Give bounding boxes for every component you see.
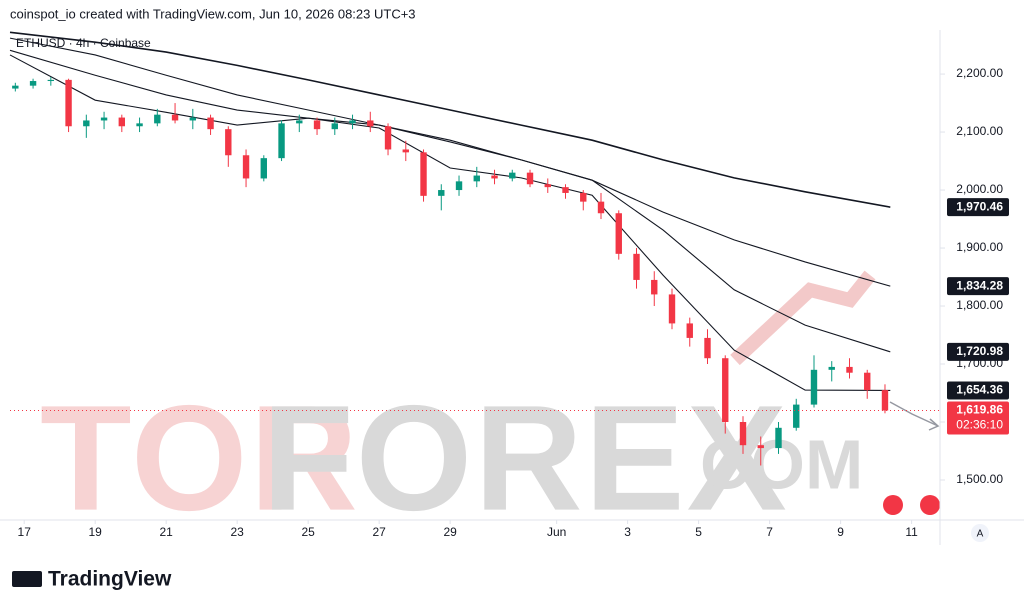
price-badge <box>947 401 1009 435</box>
candle-body <box>704 337 711 359</box>
candle-body <box>739 422 747 446</box>
candle-body <box>881 390 889 411</box>
x-tick-label: 3 <box>624 525 631 539</box>
candle-body <box>509 172 516 179</box>
candle-body <box>313 120 321 130</box>
candle-body <box>296 120 303 124</box>
price-badge <box>947 342 1009 361</box>
candle-body <box>260 158 267 179</box>
candle-body <box>420 152 427 196</box>
candle-body <box>810 369 818 405</box>
candle-body <box>171 114 179 121</box>
candle-body <box>438 190 445 196</box>
candle-body <box>118 117 126 127</box>
price-badge-label: 1,619.86 <box>956 403 1003 417</box>
candle-body <box>686 323 693 338</box>
x-tick-label: 11 <box>905 525 918 539</box>
candle-body <box>722 358 729 422</box>
candle-body <box>633 253 640 280</box>
candle-body <box>331 123 338 130</box>
x-tick-label: 23 <box>230 525 244 539</box>
candle-body <box>597 201 605 214</box>
candle-body <box>12 85 19 89</box>
candle-body <box>651 279 658 295</box>
candle-body <box>83 120 90 127</box>
candle-body <box>864 372 871 391</box>
candle-body <box>526 172 534 185</box>
candle-body <box>189 117 196 121</box>
x-tick-label: 29 <box>443 525 457 539</box>
x-tick-label: 9 <box>837 525 844 539</box>
candle-body <box>384 126 392 150</box>
price-badge-label: 1,654.36 <box>956 383 1003 397</box>
candle-body <box>402 149 409 153</box>
projection-arrow-head <box>928 418 940 431</box>
watermark-left: TOR <box>40 374 360 542</box>
candle-body <box>668 294 676 324</box>
candle-body <box>65 79 72 127</box>
candle-body <box>225 129 232 156</box>
x-tick-label: 7 <box>766 525 773 539</box>
event-icon[interactable] <box>920 495 940 515</box>
candle-body <box>775 427 782 449</box>
x-tick-label: 19 <box>89 525 103 539</box>
candle-body <box>100 117 108 121</box>
price-badge <box>947 381 1009 400</box>
candle-body <box>136 123 143 127</box>
candle-body <box>793 404 800 428</box>
candle-body <box>278 123 285 159</box>
candle-body <box>828 366 835 370</box>
logo-text: TradingView <box>48 568 172 591</box>
candle-body <box>757 445 764 449</box>
candle-body <box>367 120 374 127</box>
y-tick-label: 1,800.00 <box>956 298 1003 312</box>
credit-line: coinspot_io created with TradingView.com… <box>10 6 416 21</box>
candle-body <box>47 79 55 82</box>
x-tick-label: 25 <box>301 525 315 539</box>
projection-arrow <box>889 401 939 427</box>
event-icon[interactable] <box>883 495 903 515</box>
candle-body <box>154 114 161 124</box>
candle-body <box>544 184 551 188</box>
watermark-main: FOREX <box>262 374 789 542</box>
candle-body <box>846 366 853 373</box>
candle-body <box>491 175 498 179</box>
candle-body <box>207 117 214 130</box>
candle-body <box>562 187 569 193</box>
x-tick-label: 5 <box>695 525 702 539</box>
moving-average <box>9 37 891 287</box>
symbol-info: ETHUSD · 4h · Coinbase <box>16 36 151 50</box>
candle-body <box>455 181 463 191</box>
candle-body <box>580 192 587 202</box>
candle-body <box>242 155 250 179</box>
x-tick-label: 17 <box>18 525 32 539</box>
countdown-label: 02:36:10 <box>956 418 1003 432</box>
auto-scale-button[interactable] <box>971 524 989 542</box>
y-tick-label: 2,200.00 <box>956 66 1003 80</box>
price-badge-label: 1,834.28 <box>956 278 1003 292</box>
watermark-arrow <box>730 270 876 366</box>
auto-scale-label[interactable]: A <box>977 529 984 540</box>
moving-average <box>9 54 891 392</box>
moving-average <box>9 49 891 353</box>
y-tick-label: 1,900.00 <box>956 240 1003 254</box>
price-badge <box>947 277 1009 296</box>
moving-average <box>9 31 891 208</box>
y-tick-label: 2,000.00 <box>956 182 1003 196</box>
price-badge <box>947 198 1009 217</box>
candle-body <box>349 120 356 124</box>
logo-icon <box>12 571 42 587</box>
y-tick-label: 2,100.00 <box>956 124 1003 138</box>
x-tick-label: Jun <box>547 525 566 539</box>
price-badge-label: 1,720.98 <box>956 344 1003 358</box>
x-tick-label: 21 <box>160 525 174 539</box>
candle-body <box>29 81 37 86</box>
price-badge-label: 1,970.46 <box>956 199 1003 213</box>
candle-body <box>473 175 480 182</box>
x-tick-label: 27 <box>372 525 386 539</box>
candle-body <box>615 213 622 254</box>
y-tick-label: 1,500.00 <box>956 472 1003 486</box>
